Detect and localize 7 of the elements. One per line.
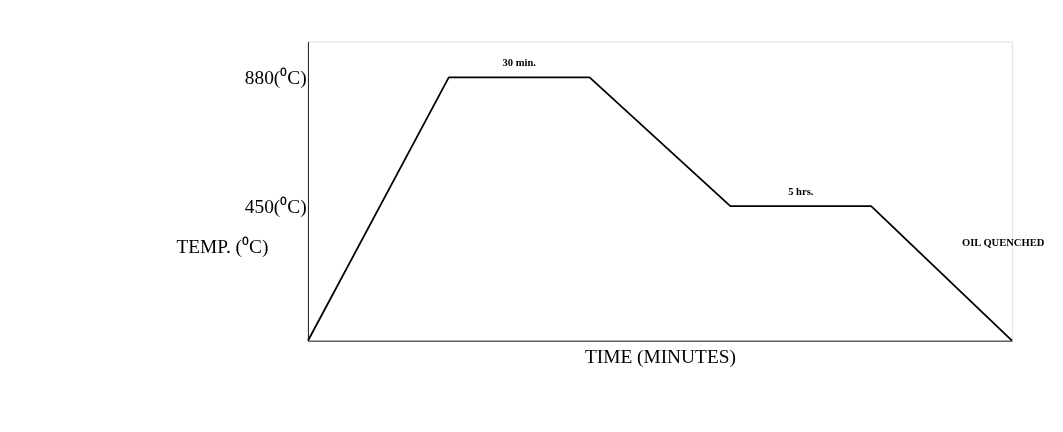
y-axis-title: TEMP. (⁰C) xyxy=(176,236,269,258)
y-tick-label: 880(⁰C) xyxy=(244,67,307,90)
annotation: OIL QUENCHED xyxy=(961,236,1045,248)
annotation: 5 hrs. xyxy=(788,185,814,197)
x-axis-title: TIME (MINUTES) xyxy=(584,346,736,369)
annotation: 30 min. xyxy=(502,57,537,69)
y-tick-label: 450(⁰C) xyxy=(244,195,307,218)
